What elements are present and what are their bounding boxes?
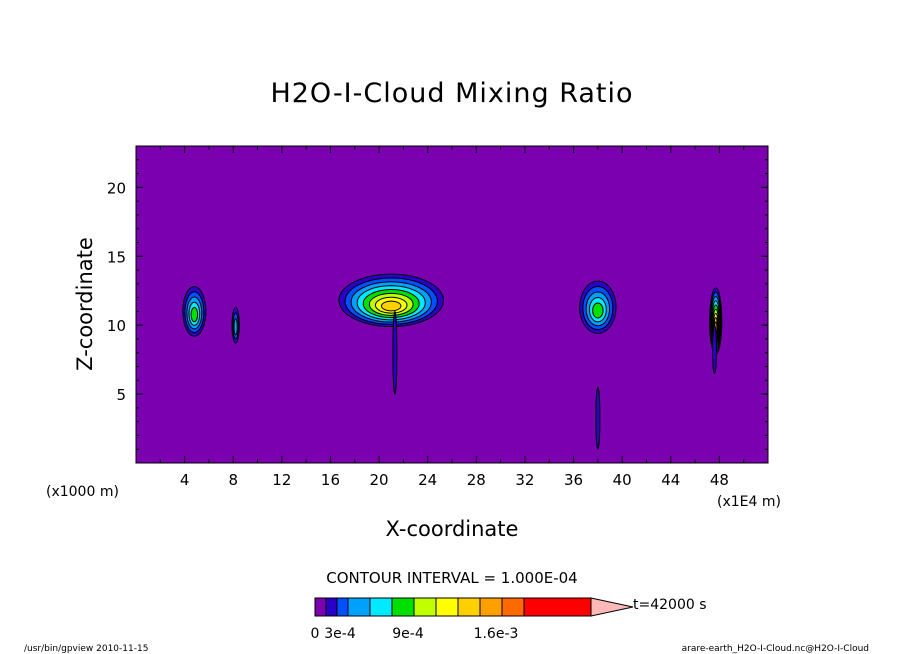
x-ticks: 4 8 12 16 20 24 28 32 36 40 44 48 bbox=[159, 146, 745, 489]
cloud-contours bbox=[182, 273, 723, 450]
x-tick-label: 28 bbox=[467, 471, 486, 489]
x-tick-label: 24 bbox=[418, 471, 437, 489]
colorbar-segment bbox=[369, 597, 393, 617]
colorbar-arrow bbox=[590, 597, 634, 617]
colorbar-label: 9e-4 bbox=[392, 626, 424, 642]
colorbar-segment bbox=[479, 597, 503, 617]
x-unit-right: (x1E4 m) bbox=[717, 494, 781, 510]
y-axis-title: Z-coordinate bbox=[73, 237, 97, 371]
chart-title: H2O-I-Cloud Mixing Ratio bbox=[270, 78, 633, 109]
x-tick-label: 4 bbox=[180, 471, 190, 489]
x-tick-label: 48 bbox=[710, 471, 729, 489]
x-tick-label: 32 bbox=[515, 471, 534, 489]
contour-interval: CONTOUR INTERVAL = 1.000E-04 bbox=[326, 569, 577, 587]
x-tick-label: 36 bbox=[564, 471, 583, 489]
x-tick-label: 8 bbox=[228, 471, 238, 489]
y-tick-label: 10 bbox=[107, 317, 126, 335]
colorbar-label: 0 bbox=[311, 626, 320, 642]
x-tick-label: 20 bbox=[370, 471, 389, 489]
colorbar-segment bbox=[325, 597, 338, 617]
colorbar-segment bbox=[336, 597, 349, 617]
y-ticks: 5 10 15 20 bbox=[107, 159, 768, 450]
colorbar-segment bbox=[435, 597, 459, 617]
colorbar bbox=[314, 597, 634, 617]
cloud-streak bbox=[712, 324, 718, 374]
colorbar-segment bbox=[347, 597, 371, 617]
colorbar-segment bbox=[413, 597, 437, 617]
footer-right: arare-earth_H2O-I-Cloud.nc@H2O-I-Cloud bbox=[682, 644, 869, 654]
colorbar-labels: 0 3e-4 9e-4 1.6e-3 bbox=[311, 626, 519, 642]
colorbar-segment bbox=[501, 597, 525, 617]
x-tick-label: 44 bbox=[661, 471, 680, 489]
cloud-contour bbox=[190, 307, 199, 323]
colorbar-segment bbox=[523, 597, 592, 617]
cloud-contour bbox=[592, 302, 604, 319]
colorbar-segment bbox=[391, 597, 415, 617]
y-tick-label: 15 bbox=[107, 248, 126, 266]
y-tick-label: 20 bbox=[107, 179, 126, 197]
footer-left: /usr/bin/gpview 2010-11-15 bbox=[24, 644, 148, 654]
x-axis-title: X-coordinate bbox=[386, 517, 519, 541]
colorbar-label: 3e-4 bbox=[324, 626, 356, 642]
colorbar-segment bbox=[314, 597, 327, 617]
x-tick-label: 12 bbox=[272, 471, 291, 489]
y-tick-label: 5 bbox=[116, 386, 126, 404]
colorbar-segment bbox=[457, 597, 481, 617]
x-unit-left: (x1000 m) bbox=[46, 484, 119, 500]
cloud-streak bbox=[595, 386, 601, 450]
x-tick-label: 40 bbox=[613, 471, 632, 489]
cloud-streak bbox=[392, 310, 398, 395]
colorbar-label: 1.6e-3 bbox=[474, 626, 519, 642]
time-label: t=42000 s bbox=[633, 597, 707, 613]
cloud-contour bbox=[381, 300, 402, 312]
cloud-contour bbox=[233, 318, 238, 336]
plot-background bbox=[136, 146, 768, 463]
x-tick-label: 16 bbox=[321, 471, 340, 489]
